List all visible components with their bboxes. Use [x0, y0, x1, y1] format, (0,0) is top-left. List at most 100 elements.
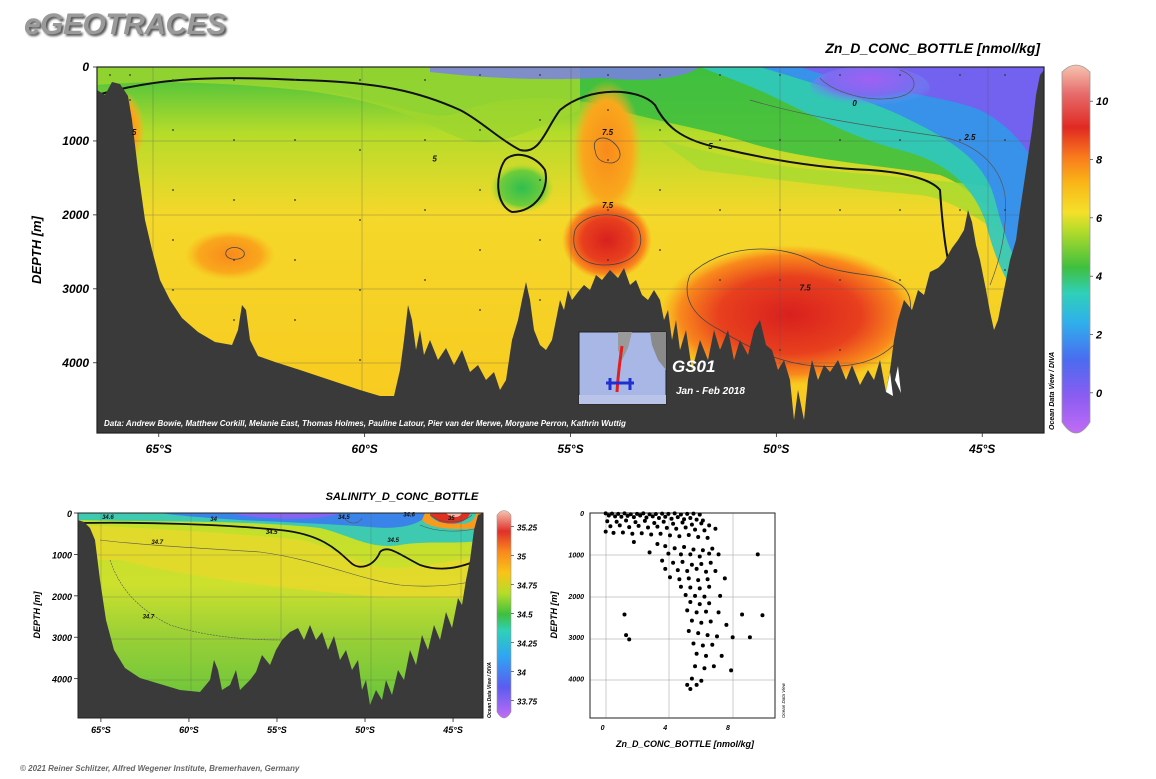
- scatter-point: [713, 568, 718, 573]
- scatter-point: [661, 519, 666, 524]
- colorbar-tick-label: 10: [1096, 96, 1109, 108]
- scatter-point: [707, 601, 712, 606]
- scatter-point: [606, 513, 611, 518]
- scatter-point: [617, 523, 622, 528]
- zn-field-upper-yellowgreen: [97, 67, 580, 143]
- y-tick-label: 4000: [61, 356, 89, 370]
- scatter-point: [672, 511, 677, 516]
- scatter-point: [622, 612, 627, 617]
- zn-contours: [97, 69, 1006, 367]
- scatter-points: [603, 511, 765, 692]
- scatter-point: [705, 535, 710, 540]
- scatter-point: [686, 629, 691, 634]
- scatter-point: [656, 515, 661, 520]
- scatter-point: [694, 651, 699, 656]
- scatter-point: [627, 525, 632, 530]
- scatter-point: [616, 511, 621, 516]
- scatter-point: [664, 525, 669, 530]
- scatter-point: [624, 633, 629, 638]
- scatter-point: [646, 525, 651, 530]
- x-tick-label: 65°S: [146, 442, 172, 456]
- scatter-point: [631, 515, 636, 520]
- scatter-point: [630, 531, 635, 536]
- scatter-point: [707, 523, 712, 528]
- scatter-point: [674, 526, 679, 531]
- x-tick-label: 50°S: [763, 442, 789, 456]
- scatter-point: [708, 619, 713, 624]
- sal-contour-345: [78, 521, 479, 570]
- x-tick-label: 45°S: [968, 442, 995, 456]
- x-tick-label: 4: [662, 725, 667, 732]
- y-tick-label: 3000: [568, 635, 584, 642]
- sal-bathymetry: [78, 513, 483, 718]
- zn-contour-25: [749, 99, 1006, 286]
- sal-ylabel: DEPTH [m]: [32, 590, 42, 638]
- scatter-point: [708, 560, 713, 565]
- scatter-point: [667, 533, 672, 538]
- colorbar-tick-label: 35: [517, 553, 526, 562]
- zn-contour-0: [819, 69, 915, 100]
- scatter-point: [672, 546, 677, 551]
- zn-contour-75a: [593, 137, 621, 164]
- zn-bathymetry-white-gap: [886, 366, 901, 396]
- scatter-point: [682, 517, 687, 522]
- sal-contours: [78, 514, 479, 641]
- scatter-point: [696, 631, 701, 636]
- scatter-point: [711, 664, 716, 669]
- scatter-point: [683, 593, 688, 597]
- sal-contour-3445: [342, 514, 363, 524]
- scatter-point: [710, 642, 715, 647]
- scatter-point: [699, 521, 704, 526]
- scatter-point: [677, 534, 682, 539]
- scatter-point: [697, 512, 702, 517]
- scatter-point: [688, 600, 693, 605]
- zn-ylabel: DEPTH [m]: [29, 215, 44, 284]
- zn-axis-ticks: 65°S 60°S 55°S 50°S 45°S 0 1000 2000 3000 4000: [61, 60, 995, 456]
- scatter-point: [622, 511, 627, 516]
- zn-field-east-violet: [800, 67, 1044, 180]
- x-tick-label: 8: [726, 725, 730, 732]
- contour-label: 34.6: [102, 515, 114, 521]
- inset-dates: Jan - Feb 2018: [676, 386, 745, 397]
- scatter-point: [688, 585, 693, 590]
- scatter-point: [719, 653, 724, 658]
- scatter-point: [655, 524, 660, 529]
- colorbar-tick-label: 6: [1096, 213, 1103, 225]
- y-tick-label: 1000: [568, 552, 584, 559]
- scatter-point: [663, 514, 668, 519]
- scatter-point: [650, 514, 655, 519]
- zn-bathymetry: [97, 70, 1044, 433]
- x-tick-label: 45°S: [442, 725, 463, 735]
- scatter-point: [638, 513, 643, 518]
- scatter-point: [653, 512, 658, 517]
- scatter-point: [693, 664, 698, 669]
- scatter-point: [716, 610, 721, 615]
- scatter-point: [691, 511, 696, 516]
- scatter-point: [689, 562, 694, 567]
- y-tick-label: 0: [67, 509, 72, 519]
- colorbar-tick-label: 33.75: [517, 697, 538, 706]
- zn-colorbar: [1061, 64, 1091, 434]
- scatter-point: [688, 515, 693, 520]
- scatter-point: [700, 548, 705, 553]
- contour-label: 5: [432, 155, 437, 164]
- sal-contour-347-deep: [109, 559, 281, 641]
- scatter-point: [666, 551, 671, 556]
- y-tick-label: 1000: [52, 550, 72, 560]
- scatter-point: [704, 653, 709, 658]
- scatter-point: [699, 620, 704, 625]
- scatter-point: [631, 539, 636, 544]
- scatter-point: [683, 525, 688, 530]
- scatter-point: [705, 577, 710, 582]
- zn-field-plume-1: [572, 80, 642, 220]
- colorbar-tick-label: 8: [1096, 155, 1103, 167]
- contour-label: 34.7: [151, 540, 163, 546]
- zn-contour-5b: [497, 153, 547, 214]
- x-tick-label: 55°S: [557, 442, 583, 456]
- sal-contour-346: [419, 524, 479, 532]
- colorbar-tick-label: 34.25: [517, 639, 538, 648]
- scatter-point: [694, 517, 699, 522]
- sal-title: SALINITY_D_CONC_BOTTLE: [326, 491, 479, 503]
- copyright-footer: © 2021 Reiner Schlitzer, Alfred Wegener …: [20, 764, 300, 773]
